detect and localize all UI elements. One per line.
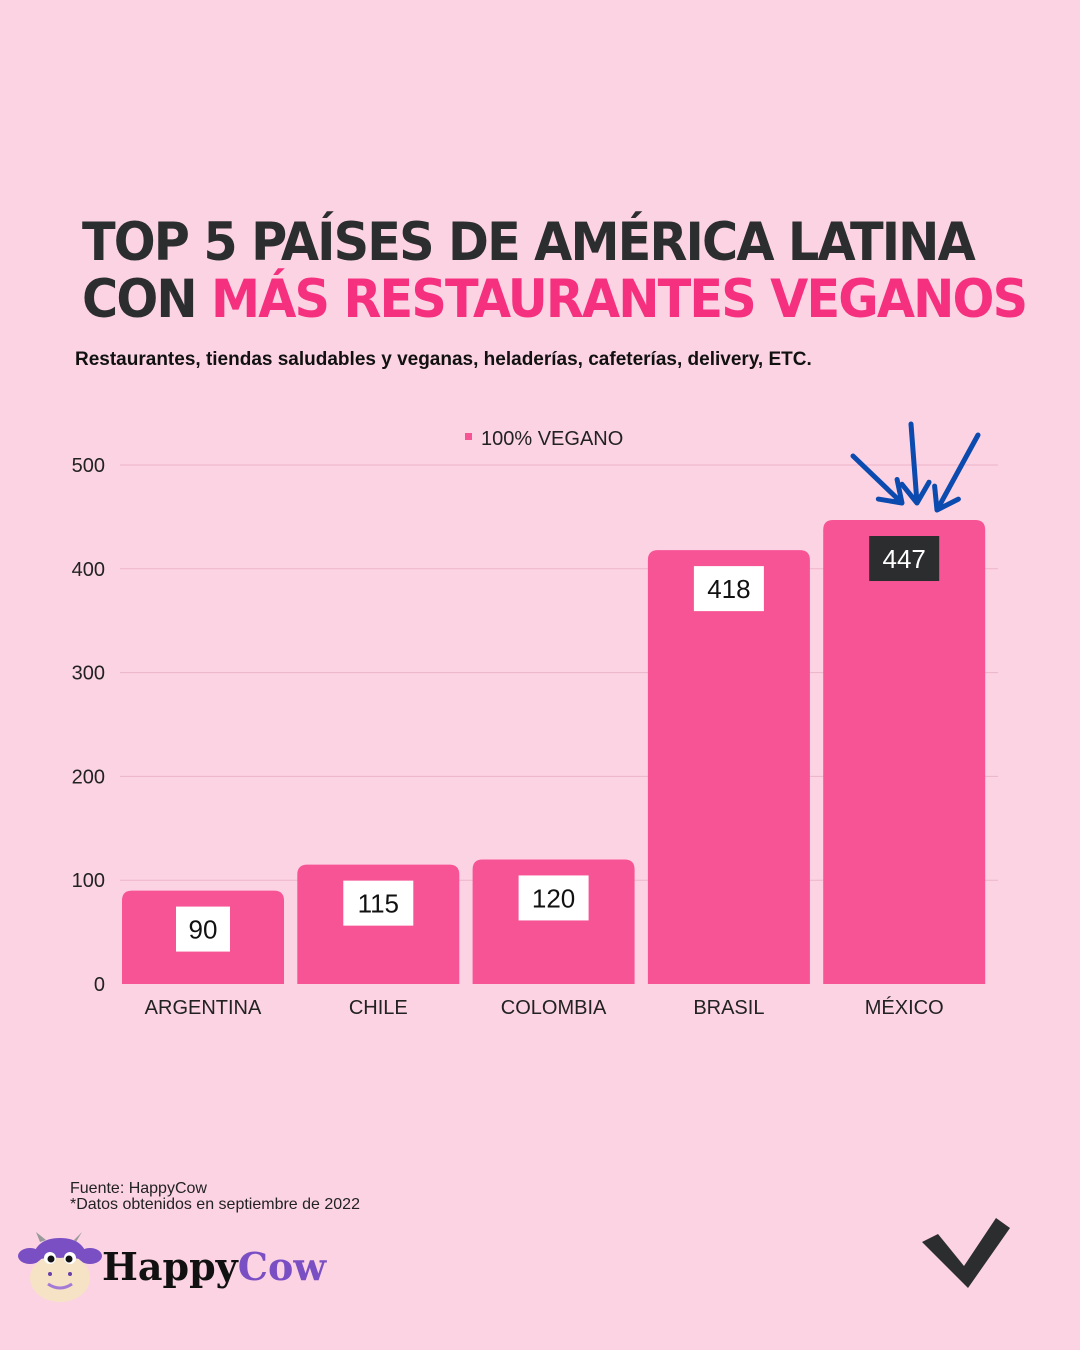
data-label-box — [176, 906, 230, 952]
title-top5: TOP 5 — [82, 212, 238, 273]
check-heart-icon — [922, 1218, 1010, 1288]
bar — [472, 859, 635, 984]
x-tick-label: CHILE — [349, 997, 408, 1019]
title-highlight: MÁS RESTAURANTES VEGANOS — [211, 269, 1028, 330]
x-tick-label: BRASIL — [693, 997, 764, 1019]
happycow-logo: HappyCow — [102, 1244, 326, 1289]
subtitle: Restaurantes, tiendas saludables y vegan… — [75, 349, 812, 370]
y-tick-label: 100 — [72, 870, 105, 892]
date-note: *Datos obtenidos en septiembre de 2022 — [70, 1196, 360, 1213]
x-tick-label: COLOMBIA — [501, 997, 607, 1019]
data-label-box — [343, 880, 414, 926]
logo-cow: Cow — [237, 1244, 327, 1289]
bar — [647, 550, 810, 984]
legend-swatch — [465, 433, 472, 440]
data-label: 447 — [883, 544, 926, 574]
arrow-icon — [932, 432, 981, 513]
page-title: TOP 5 PAÍSES DE AMÉRICA LATINA CON MÁS R… — [82, 212, 1028, 330]
title-con: CON — [82, 269, 198, 330]
data-label: 115 — [358, 889, 399, 919]
bar — [823, 520, 986, 984]
legend-label: 100% VEGANO — [481, 428, 623, 450]
y-tick-label: 400 — [72, 559, 105, 581]
source-note: Fuente: HappyCow *Datos obtenidos en sep… — [70, 1181, 360, 1213]
data-label: 418 — [707, 574, 750, 604]
logo-happy: Happy — [102, 1244, 238, 1289]
y-tick-label: 500 — [72, 455, 105, 477]
y-tick-label: 300 — [72, 663, 105, 685]
happycow-cow-icon — [18, 1232, 102, 1302]
data-label-box — [869, 536, 940, 582]
arrow-icon — [899, 421, 932, 506]
x-tick-label: MÉXICO — [865, 996, 944, 1019]
data-label-box — [693, 566, 764, 612]
bar-chart: 0 100 200 300 400 500 100% VEGANO ARGENTINA 90 CH… — [72, 421, 998, 1019]
data-label: 90 — [189, 915, 218, 945]
x-tick-label: ARGENTINA — [145, 997, 262, 1019]
data-label-box — [518, 875, 589, 921]
source-text: Fuente: HappyCow — [70, 1180, 207, 1197]
y-tick-label: 0 — [94, 974, 105, 996]
data-label: 120 — [532, 883, 575, 913]
y-tick-label: 200 — [72, 766, 105, 788]
arrow-icon — [850, 453, 905, 506]
title-line1: PAÍSES DE AMÉRICA LATINA — [251, 212, 976, 273]
